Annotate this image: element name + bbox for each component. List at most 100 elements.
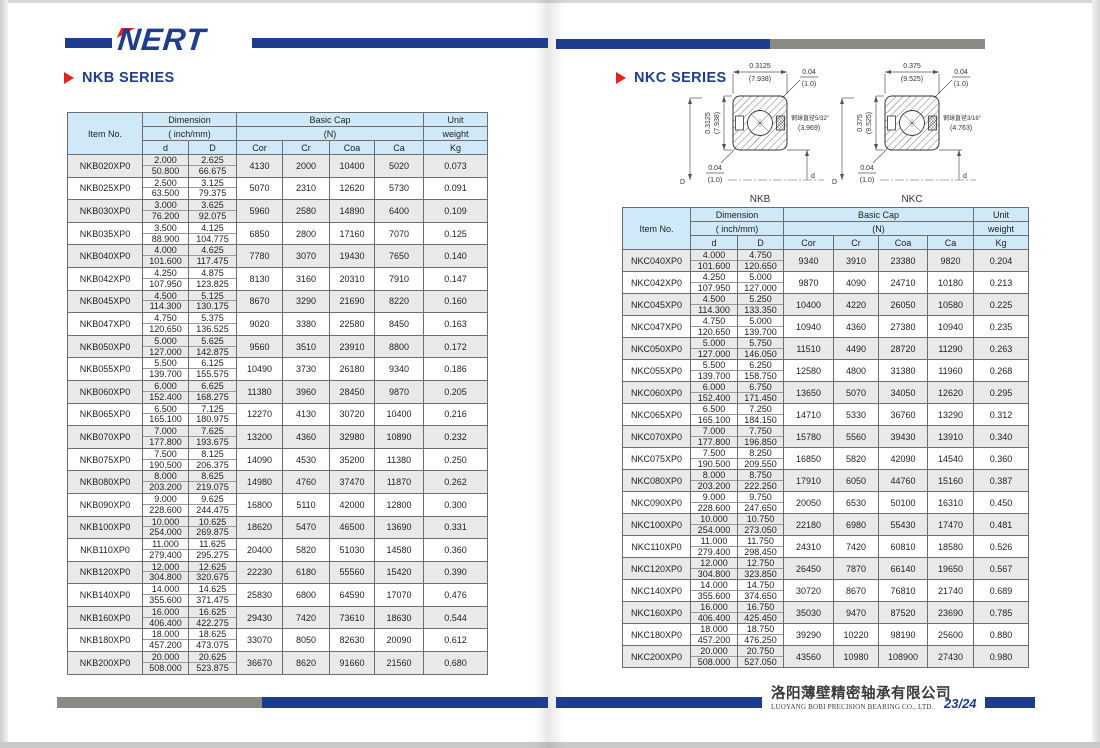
ca-cell: 17470 — [926, 513, 975, 536]
D-cell: 11.625 295.275 — [188, 538, 237, 562]
D-cell: 5.000 127.000 — [737, 271, 784, 294]
ca-cell: 5730 — [373, 176, 425, 201]
kg-cell: 0.225 — [973, 293, 1030, 316]
D-cell: 10.625 269.875 — [188, 515, 237, 540]
coa-cell: 23910 — [329, 334, 375, 359]
table-row: NKB055XP0 5.500 139.700 6.125 155.575 10490 37… — [67, 357, 489, 381]
table-row: NKB200XP0 20.000 508.000 20.625 523.875 36670… — [67, 651, 489, 675]
footer-bar-gray — [57, 697, 262, 708]
cor-cell: 4130 — [236, 154, 283, 178]
coa-cell: 55560 — [329, 560, 375, 585]
d-cell: 11.000 279.400 — [690, 535, 738, 558]
D-cell: 4.625 117.475 — [188, 244, 237, 268]
item-no-cell: NKB025XP0 — [67, 176, 143, 201]
kg-cell: 0.331 — [423, 515, 489, 540]
ball-diameter-label: 钢球直径3/16" — [943, 114, 981, 122]
D-cell: 8.125 206.375 — [188, 447, 237, 472]
cor-cell: 33070 — [236, 628, 283, 653]
corner-radius-mm: (1.0) — [954, 81, 968, 88]
cr-cell: 6980 — [833, 513, 879, 536]
item-no-cell: NKB042XP0 — [67, 266, 143, 291]
coa-cell: 98190 — [878, 623, 928, 646]
nkc-bearing-diagram: 0.375 (9.525) 0.04 (1.0) 0.375 (9.525) 0… — [832, 63, 981, 205]
cr-cell: 6050 — [833, 469, 879, 492]
d-cell: 5.000 127.000 — [142, 334, 189, 359]
ca-cell: 14540 — [926, 447, 975, 470]
coa-cell: 21690 — [329, 289, 375, 314]
d-cell: 4.750 120.650 — [690, 315, 738, 338]
coa-cell: 66140 — [878, 557, 928, 580]
cr-cell: 7420 — [833, 535, 879, 558]
dim-side-mm: (9.525) — [866, 112, 873, 134]
cr-cell: 4130 — [282, 402, 330, 427]
dim-side-inch: 0.375 — [857, 114, 864, 132]
D-cell: 4.750 120.650 — [737, 249, 784, 272]
item-no-cell: NKB020XP0 — [67, 154, 143, 178]
cor-cell: 7780 — [236, 244, 283, 268]
nkc-spec-table: Item No. Dimension Basic Cap Unit ( inch… — [622, 207, 1030, 668]
kg-cell: 0.235 — [973, 315, 1030, 338]
company-name-cn: 洛阳薄壁精密轴承有限公司 — [771, 686, 951, 702]
item-no-cell: NKC180XP0 — [622, 623, 691, 646]
cr-cell: 3160 — [282, 266, 330, 291]
table-row: NKC040XP0 4.000 101.600 4.750 120.650 9340 391… — [622, 249, 1030, 272]
table-row: NKC060XP0 6.000 152.400 6.750 171.450 13650 50… — [622, 381, 1030, 404]
cor-cell: 11510 — [783, 337, 834, 360]
ca-cell: 11960 — [926, 359, 975, 382]
cr-cell: 8620 — [282, 651, 330, 675]
table-row: NKB090XP0 9.000 228.600 9.625 244.475 16800 51… — [67, 492, 489, 517]
ca-cell: 11380 — [373, 447, 425, 472]
coa-cell: 50100 — [878, 491, 928, 514]
footer-bar-blue-end — [985, 697, 1035, 708]
kg-cell: 0.268 — [973, 359, 1030, 382]
table-row: NKB035XP0 3.500 88.900 4.125 104.775 6850 2800… — [67, 221, 489, 246]
ca-cell: 19650 — [926, 557, 975, 580]
coa-cell: 30720 — [329, 402, 375, 427]
cor-cell: 16850 — [783, 447, 834, 470]
ca-cell: 5020 — [373, 154, 425, 178]
cor-cell: 9020 — [236, 312, 283, 336]
ca-cell: 27430 — [926, 645, 975, 668]
coa-cell: 34050 — [878, 381, 928, 404]
coa-cell: 44760 — [878, 469, 928, 492]
cr-cell: 4800 — [833, 359, 879, 382]
footer-bar-blue-right — [556, 697, 762, 708]
table-row: NKB040XP0 4.000 101.600 4.625 117.475 7780 307… — [67, 244, 489, 268]
outer-diameter-label: D — [832, 179, 837, 186]
cr-cell: 2580 — [282, 199, 330, 223]
cor-cell: 26450 — [783, 557, 834, 580]
coa-cell: 73610 — [329, 605, 375, 630]
d-cell: 18.000 457.200 — [690, 623, 738, 646]
cr-cell: 4530 — [282, 447, 330, 472]
cor-cell: 11380 — [236, 379, 283, 404]
coa-cell: 24710 — [878, 271, 928, 294]
coa-cell: 60810 — [878, 535, 928, 558]
item-no-cell: NKB047XP0 — [67, 312, 143, 336]
D-cell: 6.625 168.275 — [188, 379, 237, 404]
brand-logo: NERT — [116, 22, 258, 58]
cr-cell: 4360 — [833, 315, 879, 338]
ca-cell: 7910 — [373, 266, 425, 291]
coa-cell: 19430 — [329, 244, 375, 268]
col-inch-mm: ( inch/mm) — [142, 126, 237, 141]
item-no-cell: NKC100XP0 — [622, 513, 691, 536]
nkb-series-title: NKB SERIES — [64, 70, 175, 86]
cr-cell: 4760 — [282, 470, 330, 494]
coa-cell: 82630 — [329, 628, 375, 653]
corner-radius-mm: (1.0) — [802, 81, 816, 88]
cor-cell: 9870 — [783, 271, 834, 294]
red-triangle-icon — [616, 72, 626, 84]
cr-cell: 5820 — [282, 538, 330, 562]
table-row: NKB110XP0 11.000 279.400 11.625 295.275 20400… — [67, 538, 489, 562]
d-cell: 4.500 114.300 — [690, 293, 738, 316]
D-cell: 18.625 473.075 — [188, 628, 237, 653]
D-cell: 9.625 244.475 — [188, 492, 237, 517]
cr-cell: 6180 — [282, 560, 330, 585]
cor-cell: 5960 — [236, 199, 283, 223]
table-row: NKC070XP0 7.000 177.800 7.750 196.850 15780 55… — [622, 425, 1030, 448]
d-cell: 6.500 165.100 — [142, 402, 189, 427]
cr-cell: 7420 — [282, 605, 330, 630]
cor-cell: 14980 — [236, 470, 283, 494]
D-cell: 16.750 425.450 — [737, 601, 784, 624]
D-cell: 5.750 146.050 — [737, 337, 784, 360]
